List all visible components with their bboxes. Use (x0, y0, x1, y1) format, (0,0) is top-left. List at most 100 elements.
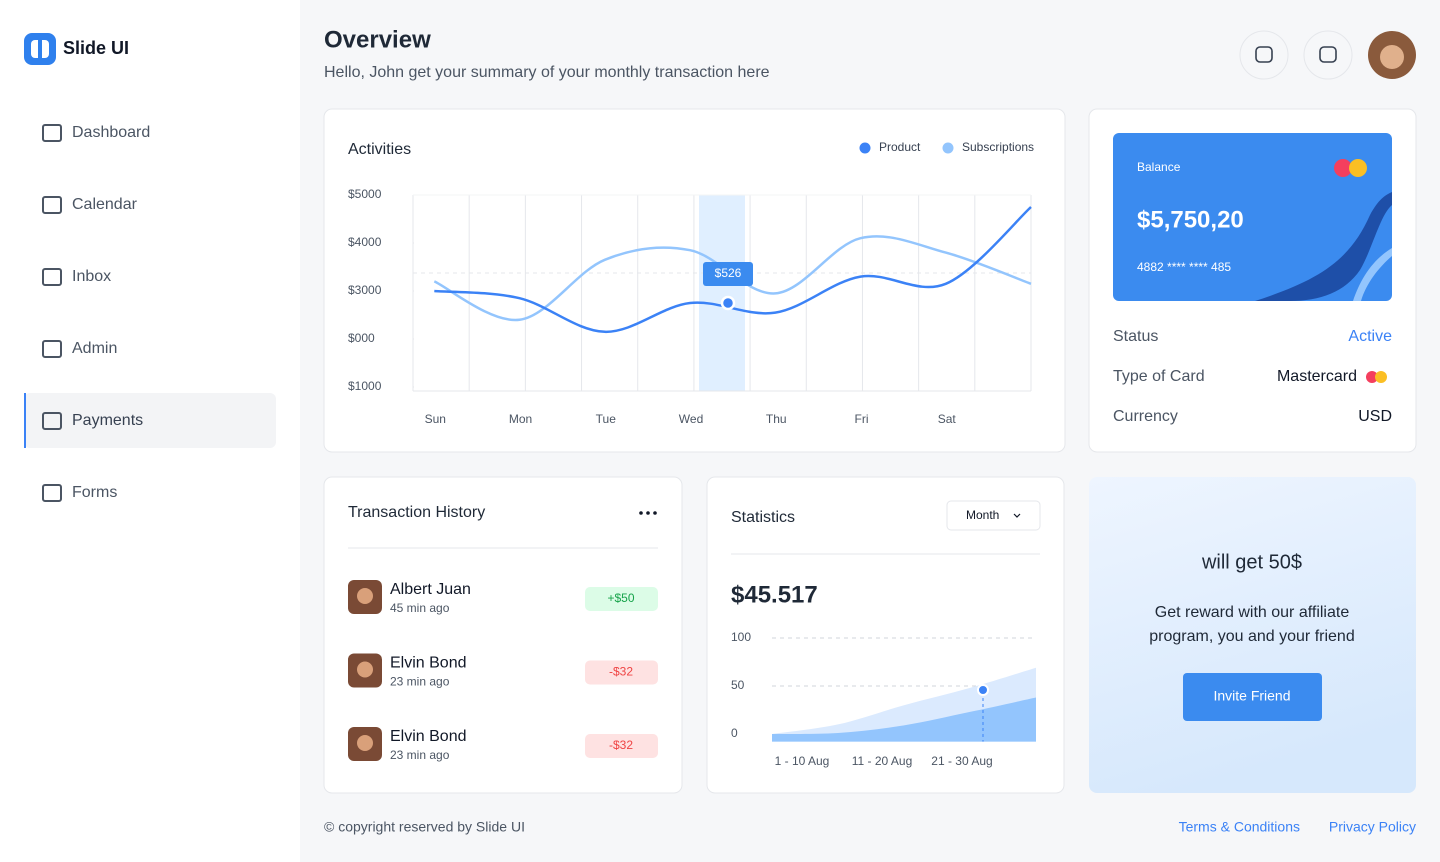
transaction-time: 23 min ago (390, 748, 450, 762)
brand: Slide UI (63, 38, 129, 58)
mc-red (1334, 159, 1352, 177)
transaction-time: 23 min ago (390, 675, 450, 689)
tooltip (703, 262, 753, 286)
nav-label: Calendar (72, 196, 138, 213)
mc-red (1366, 371, 1378, 383)
transaction-amount: +$50 (607, 591, 634, 605)
card-title: Statistics (731, 509, 795, 526)
logo-mark (38, 40, 42, 58)
y-tick-label: $3000 (348, 283, 382, 297)
amount-pill (585, 587, 658, 611)
x-tick-label: 21 - 30 Aug (931, 754, 992, 768)
x-tick-label: Sun (425, 412, 446, 426)
mc-yellow (1349, 159, 1367, 177)
credit-card (1113, 133, 1392, 301)
card-title: Transaction History (348, 504, 485, 521)
x-tick-label: Fri (855, 412, 869, 426)
y-tick-label: $4000 (348, 235, 382, 249)
tooltip-point (720, 295, 736, 311)
transaction-name: Elvin Bond (390, 655, 467, 672)
detail-value: USD (1358, 408, 1392, 425)
detail-value: Mastercard (1277, 368, 1357, 385)
area (772, 697, 1036, 742)
dropdown[interactable] (946, 500, 1041, 531)
transaction-amount: -$32 (609, 665, 633, 679)
menu-dot[interactable] (639, 511, 643, 515)
x-tick-label: Tue (596, 412, 617, 426)
y-tick-label: $1000 (348, 379, 382, 393)
y-tick-label: 50 (731, 678, 745, 692)
y-tick-label: $5000 (348, 187, 382, 201)
card-wave (1353, 248, 1392, 301)
transaction-time: 45 min ago (390, 601, 450, 615)
nav-icon[interactable] (42, 412, 62, 430)
x-tick-label: Wed (679, 412, 703, 426)
y-tick-label: 100 (731, 630, 751, 644)
nav-icon[interactable] (42, 196, 62, 214)
avatar-face (1380, 45, 1404, 69)
x-tick-label: Mon (509, 412, 532, 426)
avatar-face (357, 735, 373, 751)
promo-button-label: Invite Friend (1213, 688, 1290, 704)
icon-button[interactable] (1239, 30, 1289, 80)
x-tick-label: Sat (938, 412, 957, 426)
legend-label: Subscriptions (962, 140, 1034, 154)
avatar-face (357, 661, 373, 678)
nav-icon[interactable] (42, 484, 62, 502)
mc-yellow (1375, 371, 1387, 383)
footer-link: Privacy Policy (1329, 819, 1416, 835)
nav-indicator (24, 393, 26, 448)
card-wave (1255, 192, 1392, 301)
highlight-band (699, 195, 745, 391)
transaction-name: Albert Juan (390, 581, 471, 598)
detail-label: Type of Card (1113, 368, 1205, 385)
y-tick-label: $000 (348, 331, 375, 345)
promo-button[interactable] (1183, 673, 1322, 721)
nav-active (24, 393, 276, 448)
menu-dot[interactable] (646, 511, 650, 515)
detail-value: Active (1348, 328, 1392, 345)
y-tick-label: 0 (731, 726, 738, 740)
detail-label: Status (1113, 328, 1158, 345)
hover-dot (977, 684, 989, 696)
card (323, 476, 683, 794)
nav-icon[interactable] (42, 268, 62, 286)
amount-pill (585, 734, 658, 758)
legend-dot (859, 142, 871, 154)
promo-text: Get reward with our affiliate program, y… (1149, 604, 1355, 645)
footer-link: Terms & Conditions (1179, 819, 1300, 835)
icon (1255, 46, 1273, 63)
card-title: Activities (348, 141, 411, 158)
transaction-name: Elvin Bond (390, 728, 467, 745)
icon (1319, 46, 1337, 63)
legend-dot (942, 142, 954, 154)
chevron (1013, 513, 1021, 518)
menu-dot[interactable] (653, 511, 657, 515)
nav-label: Payments (72, 412, 143, 429)
icon-button[interactable] (1303, 30, 1353, 80)
nav-label: Admin (72, 340, 117, 357)
page-subtitle: Hello, John get your summary of your mon… (324, 64, 770, 81)
amount-pill (585, 660, 658, 685)
tooltip-label: $526 (715, 266, 742, 280)
nav-icon[interactable] (42, 340, 62, 358)
nav-label: Dashboard (72, 124, 150, 141)
x-tick-label: 11 - 20 Aug (852, 754, 913, 768)
nav-label: Inbox (72, 268, 111, 285)
page-title: Overview (324, 26, 431, 53)
x-tick-label: Thu (766, 412, 787, 426)
nav-icon[interactable] (42, 124, 62, 142)
series-line (434, 206, 1032, 334)
stat-total: $45.517 (731, 581, 818, 608)
card-label: Balance (1137, 160, 1181, 174)
promo-title: will get 50$ (1201, 551, 1302, 573)
card-amount: $5,750,20 (1137, 206, 1244, 233)
copyright: © copyright reserved by Slide UI (324, 819, 525, 835)
nav-label: Forms (72, 484, 117, 501)
card-number: 4882 **** **** 485 (1137, 260, 1231, 274)
promo-card (1089, 477, 1416, 793)
legend-label: Product (879, 140, 921, 154)
transaction-amount: -$32 (609, 738, 633, 752)
